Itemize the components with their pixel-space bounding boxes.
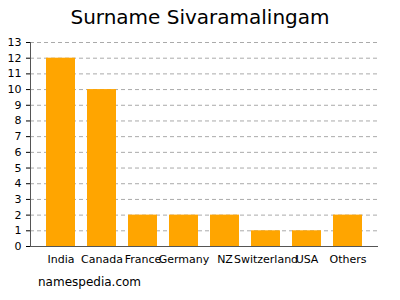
svg-text:7: 7 (15, 130, 22, 143)
svg-text:5: 5 (15, 162, 22, 175)
html-text:namespedia.com: namespedia.com (38, 275, 141, 289)
svg-text:11: 11 (8, 67, 22, 80)
svg-text:Germany: Germany (159, 253, 210, 266)
svg-text:10: 10 (8, 83, 22, 96)
svg-text:Others: Others (330, 253, 367, 266)
svg-text:NZ: NZ (217, 253, 233, 266)
svg-text:2: 2 (15, 209, 22, 222)
svg-text:Switzerland: Switzerland (234, 253, 298, 266)
svg-text:France: France (125, 253, 162, 266)
svg-text:USA: USA (296, 253, 319, 266)
svg-text:8: 8 (15, 114, 22, 127)
svg-text:13: 13 (8, 36, 22, 49)
svg-text:4: 4 (15, 177, 22, 190)
svg-text:1: 1 (15, 224, 22, 237)
svg-text:India: India (48, 253, 75, 266)
svg-text:3: 3 (15, 193, 22, 206)
svg-text:12: 12 (8, 52, 22, 65)
html-text:Surname Sivaramalingam: Surname Sivaramalingam (70, 5, 330, 29)
svg-text:9: 9 (15, 99, 22, 112)
svg-text:6: 6 (15, 146, 22, 159)
svg-text:0: 0 (15, 240, 22, 253)
svg-text:Canada: Canada (81, 253, 123, 266)
